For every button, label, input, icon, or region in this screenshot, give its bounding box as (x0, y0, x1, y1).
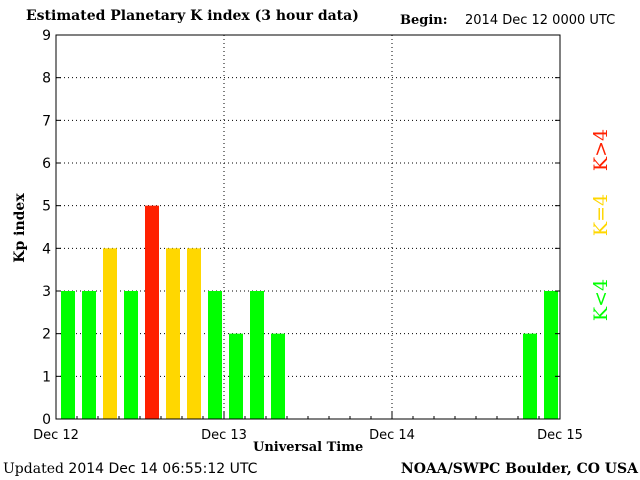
y-tick-label: 3 (42, 284, 51, 300)
x-axis-label: Universal Time (253, 440, 364, 455)
y-tick-label: 9 (42, 28, 51, 44)
kp-bar (208, 291, 222, 419)
y-tick-label: 6 (42, 156, 51, 172)
legend-label-low: K<4 (590, 278, 612, 322)
kp-bar (544, 291, 558, 419)
x-tick-label: Dec 15 (537, 428, 583, 443)
updated-timestamp: 2014 Dec 14 06:55:12 UTC (68, 461, 258, 477)
y-tick-label: 7 (42, 113, 51, 129)
credit-text: NOAA/SWPC Boulder, CO USA (400, 461, 638, 477)
begin-value: 2014 Dec 12 0000 UTC (465, 13, 616, 28)
legend-label-high: K>4 (590, 128, 612, 172)
kp-bar (229, 333, 243, 419)
kp-bar (103, 248, 117, 419)
y-tick-label: 5 (42, 199, 51, 215)
begin-label: Begin: (400, 13, 448, 28)
y-tick-label: 1 (42, 369, 51, 385)
y-tick-label: 0 (42, 412, 51, 428)
updated-label: Updated (3, 461, 64, 477)
y-axis-label: Kp index (12, 193, 28, 263)
chart-title: Estimated Planetary K index (3 hour data… (26, 8, 359, 24)
y-tick-label: 8 (42, 71, 51, 87)
kp-bar (523, 333, 537, 419)
kp-bar (82, 291, 96, 419)
kp-bar (166, 248, 180, 419)
kp-bar (61, 291, 75, 419)
updated-line: Updated 2014 Dec 14 06:55:12 UTC (3, 461, 257, 477)
kp-bar (271, 333, 285, 419)
y-tick-label: 4 (42, 241, 51, 257)
y-tick-label: 2 (42, 327, 51, 343)
kp-bar (145, 205, 159, 419)
legend-item-high: K>4 (586, 95, 616, 205)
kp-bar (187, 248, 201, 419)
x-tick-label: Dec 12 (33, 428, 79, 443)
kp-bar (124, 291, 138, 419)
y-axis-label-box: Kp index (0, 178, 40, 278)
x-tick-label: Dec 13 (201, 428, 247, 443)
x-tick-label: Dec 14 (369, 428, 415, 443)
kp-bar (250, 291, 264, 419)
